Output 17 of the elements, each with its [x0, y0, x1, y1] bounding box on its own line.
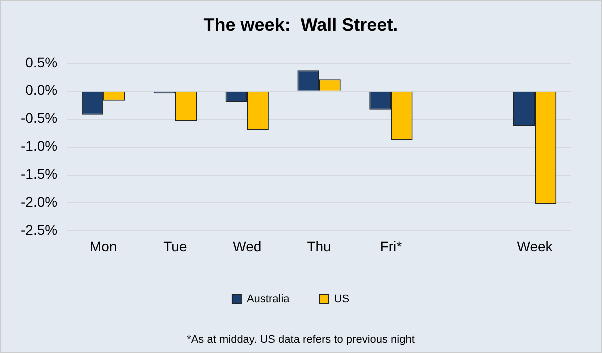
x-tick-label: Wed — [233, 238, 262, 254]
y-tick-label: -0.5% — [20, 110, 58, 126]
y-tick-label: 0.0% — [26, 82, 58, 98]
y-tick-label: -2.5% — [20, 222, 58, 238]
legend-label: US — [334, 294, 350, 306]
x-tick-label: Week — [517, 238, 554, 254]
text: *As at midday. US data refers to previous night — [186, 334, 416, 346]
x-tick-label: Tue — [164, 238, 188, 254]
chart-title: The week: Wall Street. — [202, 15, 400, 36]
legend-label: Australia — [246, 294, 291, 306]
x-tick-label: Mon — [90, 238, 118, 254]
x-tick-label: Thu — [307, 238, 332, 254]
x-tick-label: Fri* — [380, 238, 403, 254]
y-tick-label: -1.0% — [20, 138, 58, 154]
y-tick-label: -1.5% — [20, 166, 58, 182]
y-tick-label: 0.5% — [26, 54, 58, 70]
y-tick-label: -2.0% — [20, 194, 58, 210]
